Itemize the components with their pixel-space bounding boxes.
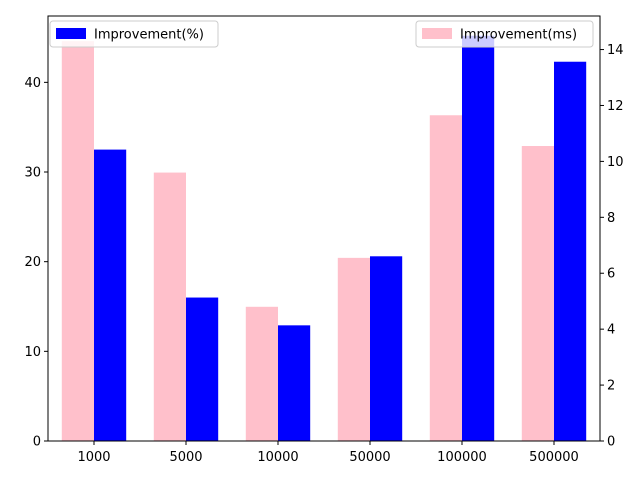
legend-left: Improvement(%) xyxy=(49,20,219,48)
y-right-tick-label: 14 xyxy=(607,43,624,58)
bar-improvement-ms-100000 xyxy=(429,115,462,442)
x-tick-label: 500000 xyxy=(529,450,579,465)
legend-right-label: Improvement(ms) xyxy=(460,28,577,43)
x-tick-label: 1000 xyxy=(77,450,110,465)
y-right-tick-label: 2 xyxy=(607,379,615,394)
y-right-tick-label: 12 xyxy=(607,99,624,114)
legend-left-swatch xyxy=(56,28,86,39)
legend-right-box xyxy=(415,20,594,48)
y-left-tick-label: 30 xyxy=(24,166,41,181)
legend-right-swatch xyxy=(422,28,452,39)
x-tick-label: 50000 xyxy=(349,450,390,465)
legend-right: Improvement(ms) xyxy=(415,20,594,48)
y-right-tick-label: 4 xyxy=(607,323,615,338)
bar-improvement-pct-1000 xyxy=(94,149,127,441)
bar-improvement-ms-500000 xyxy=(521,146,554,441)
bar-improvement-ms-5000 xyxy=(153,172,186,441)
x-tick-label: 100000 xyxy=(437,450,487,465)
y-left-tick-label: 10 xyxy=(24,345,41,360)
legend-left-box xyxy=(49,20,219,48)
y-left-tick-label: 40 xyxy=(24,76,41,91)
bar-improvement-pct-10000 xyxy=(278,325,311,441)
y-right-tick-label: 6 xyxy=(607,267,615,282)
legend-left-label: Improvement(%) xyxy=(94,28,204,43)
bar-improvement-pct-50000 xyxy=(370,256,403,441)
bar-improvement-ms-10000 xyxy=(245,306,278,441)
y-right-tick-label: 0 xyxy=(607,435,615,450)
y-left-tick-label: 0 xyxy=(33,435,41,450)
x-tick-label: 5000 xyxy=(169,450,202,465)
plot-frame xyxy=(47,15,601,442)
y-right-tick-label: 10 xyxy=(607,155,624,170)
y-right-tick-label: 8 xyxy=(607,211,615,226)
x-tick-label: 10000 xyxy=(257,450,298,465)
bar-improvement-ms-50000 xyxy=(337,257,370,441)
y-left-tick-label: 20 xyxy=(24,255,41,270)
bar-improvement-pct-100000 xyxy=(462,35,495,441)
bar-improvement-pct-500000 xyxy=(554,61,587,442)
bar-improvement-ms-1000 xyxy=(61,41,94,441)
bar-improvement-pct-5000 xyxy=(186,297,219,441)
